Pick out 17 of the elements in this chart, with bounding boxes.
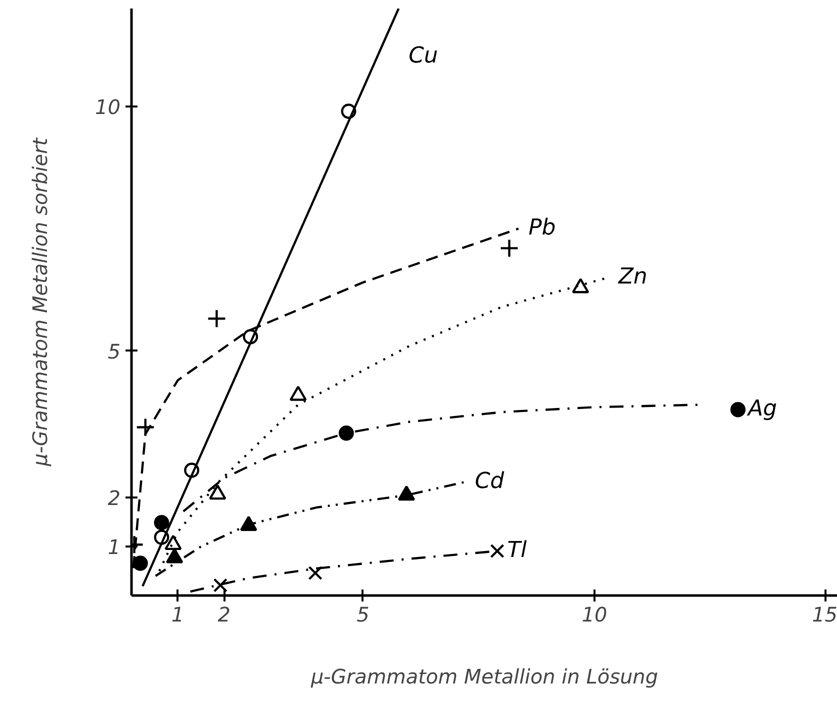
y-tick-label: 1 (108, 535, 121, 560)
series-label: Pb (528, 216, 556, 241)
series-label: Zn (617, 264, 648, 290)
x-tick-label: 1 (171, 602, 184, 626)
series-label: Tl (507, 538, 527, 563)
x-tick-label: 15 (812, 602, 837, 626)
y-tick-label: 10 (95, 94, 121, 119)
x-tick-label: 5 (356, 602, 370, 626)
y-tick-label: 2 (108, 486, 121, 510)
x-tick-label: 2 (218, 602, 230, 626)
series-label: Cu (408, 44, 438, 68)
x-axis-title: μ-Grammatom Metallion in Lösung (310, 664, 658, 688)
y-tick-label: 5 (108, 339, 121, 364)
series-label: Cd (474, 469, 506, 494)
y-axis-title: μ-Grammatom Metallion sorbiert (28, 136, 52, 468)
text: Ag (746, 396, 778, 422)
x-tick-label: 10 (582, 602, 608, 626)
